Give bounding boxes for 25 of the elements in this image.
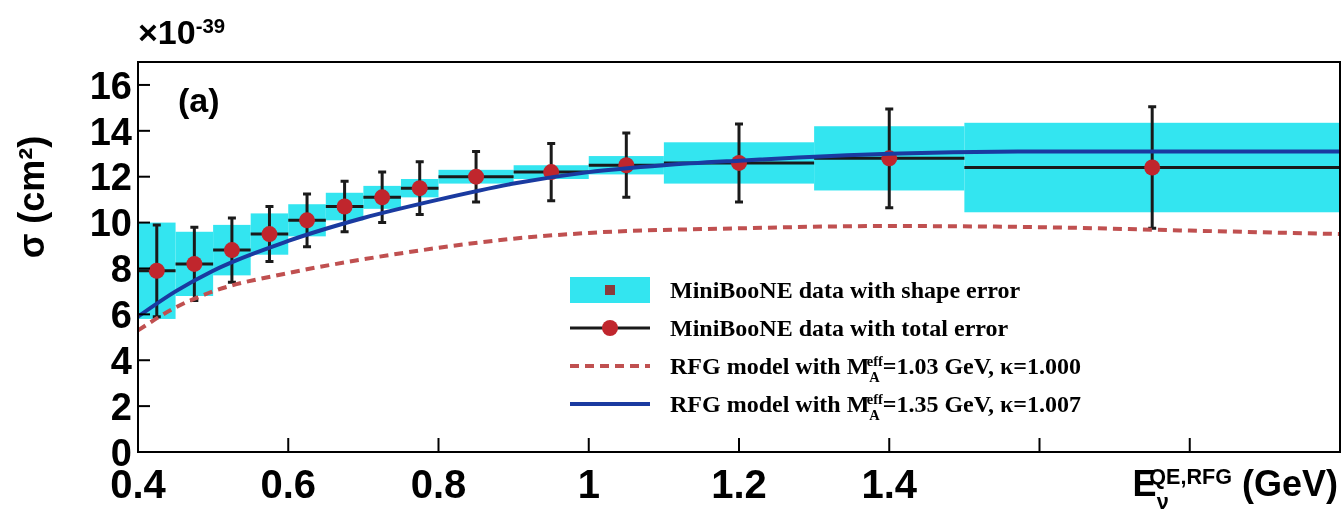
- point: [468, 168, 485, 185]
- y-tick-label: 2: [110, 385, 132, 428]
- point: [1144, 159, 1161, 176]
- y-tick-label: 14: [89, 110, 132, 153]
- y-tick-label: 4: [110, 339, 132, 382]
- legend-label: MiniBooNE data with total error: [670, 315, 1009, 341]
- x-tick-label: 0.8: [410, 462, 467, 506]
- y-axis-title: σ (cm²): [11, 135, 52, 259]
- line-series: [136, 149, 1342, 319]
- legend-label: MiniBooNE data with shape error: [670, 277, 1021, 303]
- y-tick-label: 8: [110, 248, 132, 291]
- y-tick-label: 10: [89, 202, 132, 245]
- y-tick-label: 16: [89, 64, 132, 107]
- legend-label: RFG model with M$_{A}$$^{eff}$=1.35 GeV, κ=1.007: [670, 391, 1081, 423]
- x-tick-label: 0.6: [260, 462, 317, 506]
- x-axis-title: E$_{ν}$$^{QE,RFG}$ (GeV): [1132, 463, 1338, 514]
- x-tick-label: 1.2: [711, 462, 767, 506]
- annotation: (a): [178, 81, 220, 119]
- x-tick-label: 1.4: [861, 462, 918, 506]
- y-tick-label: 6: [110, 294, 132, 337]
- y-tick-label: 12: [89, 156, 132, 199]
- text: ×10$^{-39}$: [138, 13, 226, 51]
- x-tick-label: 1: [577, 462, 600, 506]
- legend-label: RFG model with M$_{A}$$^{eff}$=1.03 GeV, κ=1.000: [670, 353, 1081, 385]
- point: [148, 262, 165, 279]
